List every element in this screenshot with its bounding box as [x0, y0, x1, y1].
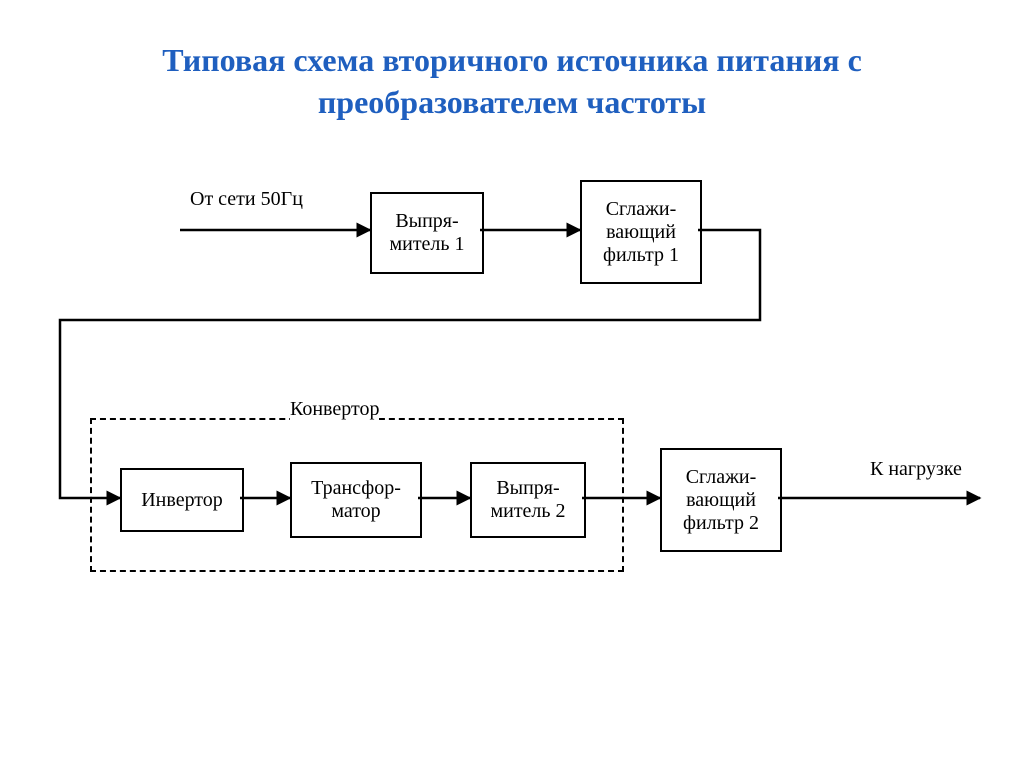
rectifier-1-block: Выпря-митель 1	[370, 192, 484, 274]
page-title: Типовая схема вторичного источника питан…	[112, 40, 912, 123]
smoothing-filter-2-block: Сглажи-вающийфильтр 2	[660, 448, 782, 552]
rectifier-2-block: Выпря-митель 2	[470, 462, 586, 538]
output-load-label: К нагрузке	[870, 458, 962, 480]
transformer-block: Трансфор-матор	[290, 462, 422, 538]
converter-group-label: Конвертор	[290, 398, 379, 420]
input-source-label: От сети 50Гц	[190, 188, 303, 210]
inverter-block: Инвертор	[120, 468, 244, 532]
smoothing-filter-1-block: Сглажи-вающийфильтр 1	[580, 180, 702, 284]
